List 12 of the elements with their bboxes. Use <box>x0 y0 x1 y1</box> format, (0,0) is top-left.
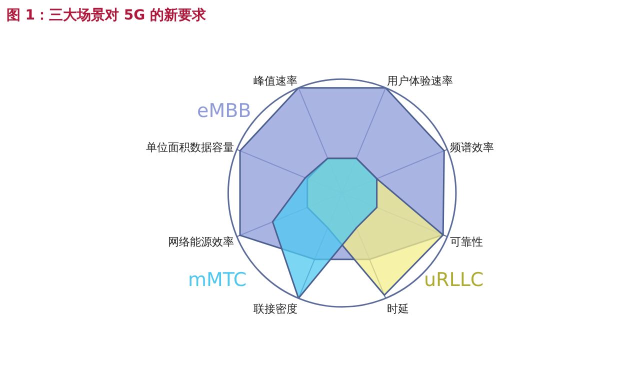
spoke-label: 可靠性 <box>450 236 484 249</box>
spoke-label: 用户体验速率 <box>386 74 453 88</box>
text: mMTC <box>188 269 247 291</box>
spoke-label: 频谱效率 <box>450 141 494 154</box>
spoke-label: 时延 <box>386 302 409 316</box>
spoke-label: 峰值速率 <box>253 74 298 88</box>
series-label: eMBB <box>197 100 252 122</box>
chart-title: 图 1：三大场景对 5G 的新要求 <box>6 6 207 24</box>
series-label: uRLLC <box>424 269 484 291</box>
spoke-label: 网络能源效率 <box>168 236 234 249</box>
spoke-label: 单位面积数据容量 <box>146 141 234 154</box>
spoke-label: 联接密度 <box>253 302 298 316</box>
